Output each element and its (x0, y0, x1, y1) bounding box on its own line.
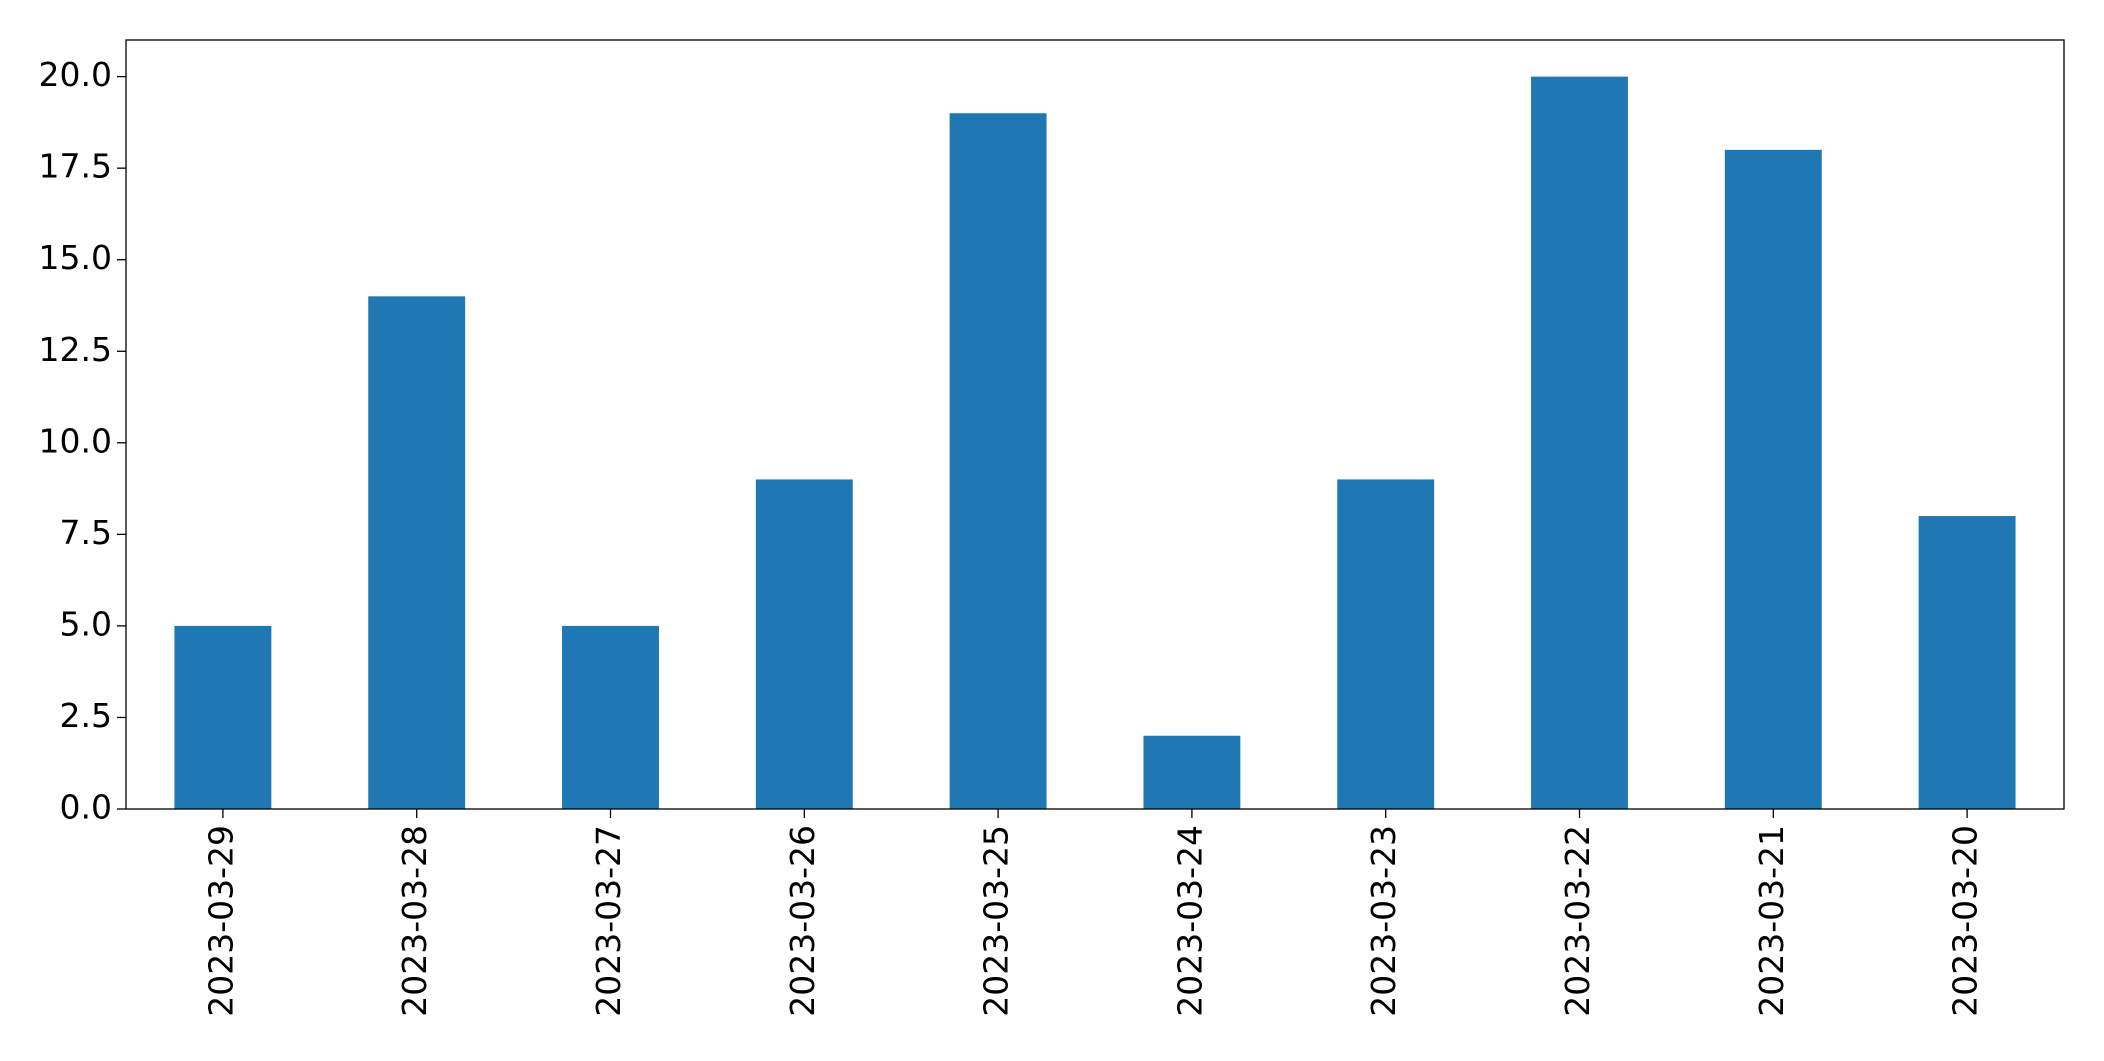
y-tick-label: 2.5 (60, 696, 112, 735)
y-tick-label: 20.0 (39, 55, 112, 94)
y-tick-label: 7.5 (60, 513, 112, 552)
y-tick-label: 10.0 (39, 421, 112, 460)
bar (1143, 735, 1241, 809)
bar (1337, 479, 1435, 809)
x-tick-label: 2023-03-27 (589, 825, 628, 1017)
plot-frame (125, 39, 2065, 810)
bar (1531, 76, 1628, 810)
x-tick-label: 2023-03-22 (1558, 825, 1597, 1017)
bar (949, 113, 1047, 809)
x-tick-label: 2023-03-29 (201, 825, 240, 1017)
bar (562, 625, 659, 809)
x-tick-label: 2023-03-21 (1752, 825, 1791, 1017)
bar (174, 625, 272, 809)
bar (1724, 149, 1822, 809)
x-tick-label: 2023-03-23 (1364, 825, 1403, 1017)
y-tick-label: 0.0 (60, 788, 112, 827)
x-tick-label: 2023-03-20 (1946, 825, 1985, 1017)
x-tick-label: 2023-03-26 (783, 825, 822, 1017)
y-tick-label: 5.0 (60, 604, 112, 643)
x-tick-label: 2023-03-24 (1170, 825, 1209, 1017)
x-tick-label: 2023-03-28 (395, 825, 434, 1017)
y-tick-label: 17.5 (39, 147, 112, 186)
y-tick-label: 12.5 (39, 330, 112, 369)
bar (755, 479, 853, 809)
x-tick-label: 2023-03-25 (977, 825, 1016, 1017)
y-tick-label: 15.0 (39, 238, 112, 277)
bar (368, 296, 466, 809)
bar (1918, 516, 2016, 809)
